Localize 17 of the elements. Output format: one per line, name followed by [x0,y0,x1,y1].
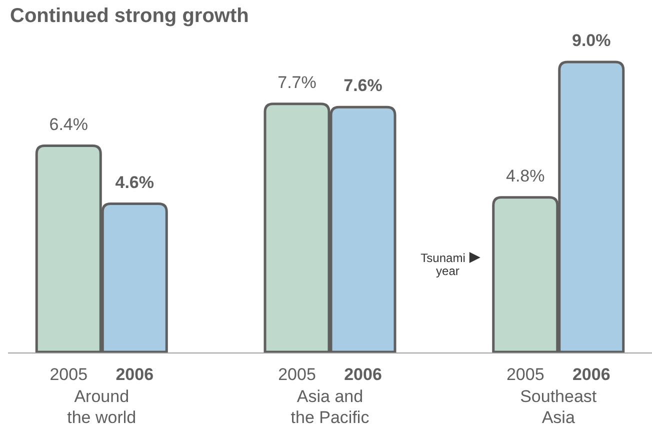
data-label: 4.8% [506,166,545,186]
data-label: 6.4% [49,114,88,134]
data-label: 9.0% [572,31,611,50]
x-tick-label: Around the world [67,387,136,427]
text: 2006 [572,365,610,384]
data-label: 4.6% [115,172,154,192]
x-tick-label: Southeast Asia [520,387,597,427]
data-label: 7.7% [278,72,316,92]
text: 2006 [344,365,382,384]
text: 2005 [278,365,316,384]
series-label: 2005 [50,365,88,384]
chart-title: Continued strong growth [10,5,249,27]
x-tick-label: Asia and the Pacific [290,387,370,427]
annotation: Tsunami year [420,251,466,278]
data-label: 7.6% [344,76,382,96]
series-label: 2006 [116,365,154,384]
text: 2005 [506,365,544,384]
